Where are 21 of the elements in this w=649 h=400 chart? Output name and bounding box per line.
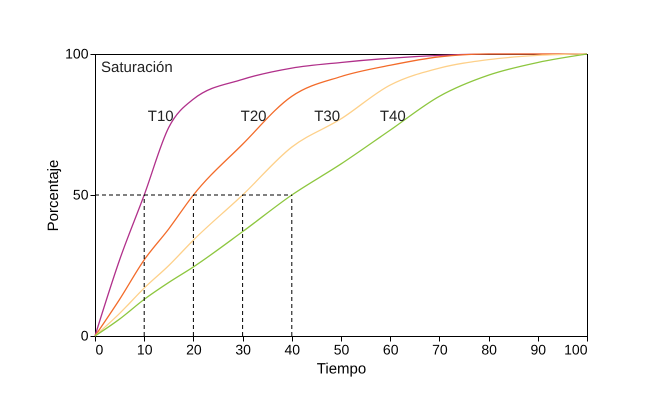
- x-tick-label: 10: [136, 342, 153, 358]
- x-tick-label: 60: [382, 342, 399, 358]
- x-axis-title: Tiempo: [316, 360, 366, 378]
- series-label: T10: [148, 108, 174, 126]
- x-tick-label: 40: [284, 342, 300, 358]
- x-tick-label: 80: [481, 342, 498, 358]
- series-label: T20: [240, 108, 267, 126]
- x-tick-label: 0: [96, 342, 104, 358]
- x-tick-label: 90: [530, 342, 546, 358]
- y-tick-label: 0: [80, 328, 89, 344]
- x-tick-label: 20: [186, 342, 202, 358]
- series-label: T40: [380, 108, 406, 126]
- x-tick-label: 30: [235, 342, 252, 358]
- annotation: Saturación: [101, 59, 173, 76]
- x-tick-label: 100: [564, 342, 588, 358]
- x-tick-label: 70: [432, 342, 448, 358]
- y-axis-title: Porcentaje: [45, 160, 62, 232]
- y-tick-label: 100: [65, 46, 89, 62]
- y-tick-label: 50: [72, 186, 89, 202]
- series-label: T30: [314, 108, 340, 126]
- x-tick-label: 50: [334, 342, 350, 358]
